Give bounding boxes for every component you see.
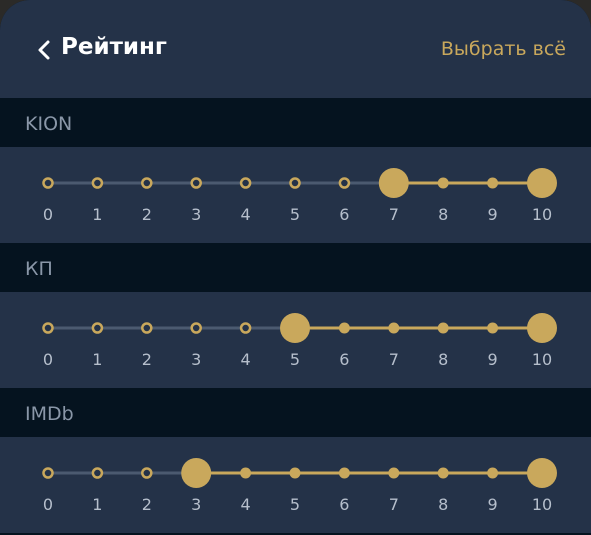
tick-label: 8 — [438, 350, 448, 369]
tick-dot[interactable] — [338, 177, 351, 189]
tick-dot-selected[interactable] — [487, 322, 499, 334]
section-label-kion: KION — [25, 113, 73, 135]
tick-dot-selected[interactable] — [338, 467, 350, 479]
range-handle-max[interactable] — [527, 458, 557, 488]
tick-dot[interactable] — [42, 467, 54, 479]
tick-dot-selected[interactable] — [338, 322, 350, 334]
tick-dot[interactable] — [141, 467, 153, 479]
tick-dot[interactable] — [289, 177, 301, 189]
range-handle-max[interactable] — [527, 313, 557, 343]
chevron-left-icon[interactable] — [34, 38, 56, 62]
tick-label: 8 — [438, 205, 448, 224]
tick-dot[interactable] — [190, 177, 202, 189]
select-all-button[interactable]: Выбрать всё — [440, 38, 566, 60]
rating-band-imdb: 0 1 2 3 4 5 6 7 8 9 10 — [0, 437, 591, 533]
tick-label: 9 — [488, 350, 498, 369]
tick-dot-selected[interactable] — [487, 177, 499, 189]
tick-label: 6 — [339, 495, 349, 514]
header: Рейтинг Выбрать всё — [0, 0, 591, 98]
tick-dot-selected[interactable] — [437, 322, 449, 334]
tick-label: 6 — [339, 350, 349, 369]
tick-dot[interactable] — [239, 322, 252, 334]
tick-dot-selected[interactable] — [487, 467, 499, 479]
range-handle-min[interactable] — [280, 313, 310, 343]
tick-label: 0 — [43, 350, 53, 369]
tick-dot-selected[interactable] — [240, 467, 252, 479]
tick-label: 8 — [438, 495, 448, 514]
tick-label: 4 — [241, 350, 251, 369]
page-title: Рейтинг — [61, 34, 167, 60]
tick-label: 7 — [389, 495, 399, 514]
tick-label: 2 — [142, 495, 152, 514]
tick-label: 4 — [241, 205, 251, 224]
tick-dot[interactable] — [239, 177, 252, 189]
tick-label: 1 — [92, 350, 102, 369]
tick-dot[interactable] — [91, 322, 104, 334]
tick-label: 10 — [532, 205, 552, 224]
range-slider-kp[interactable]: 0 1 2 3 4 5 6 7 8 9 10 — [0, 292, 591, 388]
tick-label: 0 — [43, 205, 53, 224]
range-handle-min[interactable] — [181, 458, 212, 488]
tick-label: 9 — [488, 495, 498, 514]
tick-dot[interactable] — [141, 322, 153, 334]
tick-label: 5 — [290, 350, 300, 369]
tick-dot-selected[interactable] — [437, 467, 449, 479]
tick-dot-selected[interactable] — [437, 177, 449, 189]
tick-label: 3 — [191, 495, 201, 514]
rating-band-kion: 0 1 2 3 4 5 6 7 8 9 10 — [0, 147, 591, 243]
tick-dot[interactable] — [42, 177, 54, 189]
section-label-kp: КП — [25, 258, 53, 280]
tick-label: 2 — [142, 350, 152, 369]
tick-label: 7 — [389, 205, 399, 224]
tick-dot[interactable] — [141, 177, 153, 189]
tick-dot-selected[interactable] — [388, 322, 400, 334]
tick-label: 7 — [389, 350, 399, 369]
tick-label: 3 — [191, 205, 201, 224]
range-handle-min[interactable] — [378, 168, 409, 198]
range-slider-kion[interactable]: 0 1 2 3 4 5 6 7 8 9 10 — [0, 147, 591, 243]
tick-dot-selected[interactable] — [388, 467, 400, 479]
tick-label: 4 — [241, 495, 251, 514]
tick-label: 1 — [92, 495, 102, 514]
tick-label: 10 — [532, 350, 552, 369]
range-slider-imdb[interactable]: 0 1 2 3 4 5 6 7 8 9 10 — [0, 437, 591, 533]
rating-band-kp: 0 1 2 3 4 5 6 7 8 9 10 — [0, 292, 591, 388]
tick-label: 9 — [488, 205, 498, 224]
tick-label: 2 — [142, 205, 152, 224]
tick-dot-selected[interactable] — [289, 467, 301, 479]
tick-label: 0 — [43, 495, 53, 514]
tick-label: 1 — [92, 205, 102, 224]
section-label-imdb: IMDb — [25, 403, 74, 425]
tick-dot[interactable] — [42, 322, 54, 334]
tick-dot[interactable] — [190, 322, 202, 334]
tick-label: 3 — [191, 350, 201, 369]
tick-dot[interactable] — [91, 177, 104, 189]
tick-label: 5 — [290, 495, 300, 514]
tick-label: 6 — [339, 205, 349, 224]
range-handle-max[interactable] — [527, 168, 557, 198]
tick-label: 5 — [290, 205, 300, 224]
tick-dot[interactable] — [91, 467, 104, 479]
tick-label: 10 — [532, 495, 552, 514]
